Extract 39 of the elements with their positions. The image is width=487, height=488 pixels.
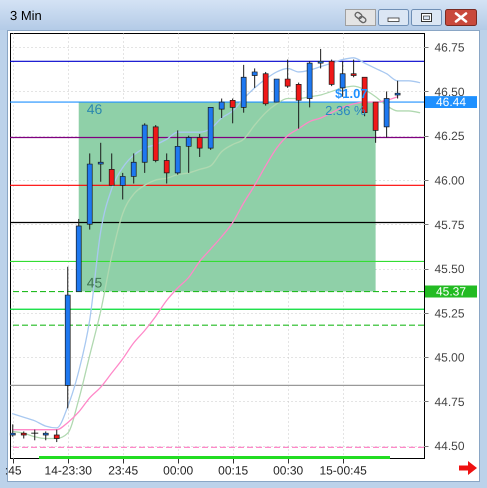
candlestick <box>31 429 38 441</box>
y-tick-label: 45.75 <box>434 218 465 232</box>
candlestick <box>328 59 334 87</box>
candlestick <box>318 48 324 69</box>
y-tick-label: 45.25 <box>434 306 465 320</box>
candlestick <box>218 98 225 118</box>
candlestick <box>108 152 115 186</box>
x-tick-label: 00:00 <box>163 464 194 478</box>
chart-title: 3 Min <box>10 8 42 23</box>
candlestick <box>296 82 302 130</box>
x-tick-label: :45 <box>4 464 22 478</box>
y-tick-label: 46.00 <box>434 173 465 188</box>
candlestick <box>10 424 16 438</box>
candlestick <box>130 152 137 184</box>
candlestick <box>98 142 104 182</box>
candlestick <box>350 59 356 78</box>
candlestick <box>164 152 170 184</box>
x-tick-label: 23:45 <box>108 464 139 478</box>
y-tick-label: 46.75 <box>434 40 465 55</box>
candlestick <box>252 68 258 88</box>
y-tick-label: 46.25 <box>434 129 465 144</box>
x-tick-label: 14-23:30 <box>44 464 92 478</box>
y-tick-label: 45.50 <box>434 262 465 276</box>
candlestick <box>230 98 236 124</box>
y-tick-label: 44.50 <box>434 439 465 454</box>
candlestick <box>284 59 290 88</box>
candlestick <box>120 172 126 200</box>
y-tick-label: 45.00 <box>434 350 465 365</box>
x-tick-label: 00:30 <box>273 464 304 478</box>
y-tick-label: 44.75 <box>434 394 465 409</box>
annotation: 46 <box>86 101 103 118</box>
candlestick <box>186 135 192 174</box>
candlestick <box>394 80 400 100</box>
candlestick <box>274 78 280 103</box>
ref-line-label: 45.37 <box>436 284 466 299</box>
candlestick <box>196 133 203 158</box>
x-tick-label: 15-00:45 <box>319 464 368 478</box>
x-tick-label: 00:15 <box>218 464 249 478</box>
candlestick <box>54 429 60 443</box>
